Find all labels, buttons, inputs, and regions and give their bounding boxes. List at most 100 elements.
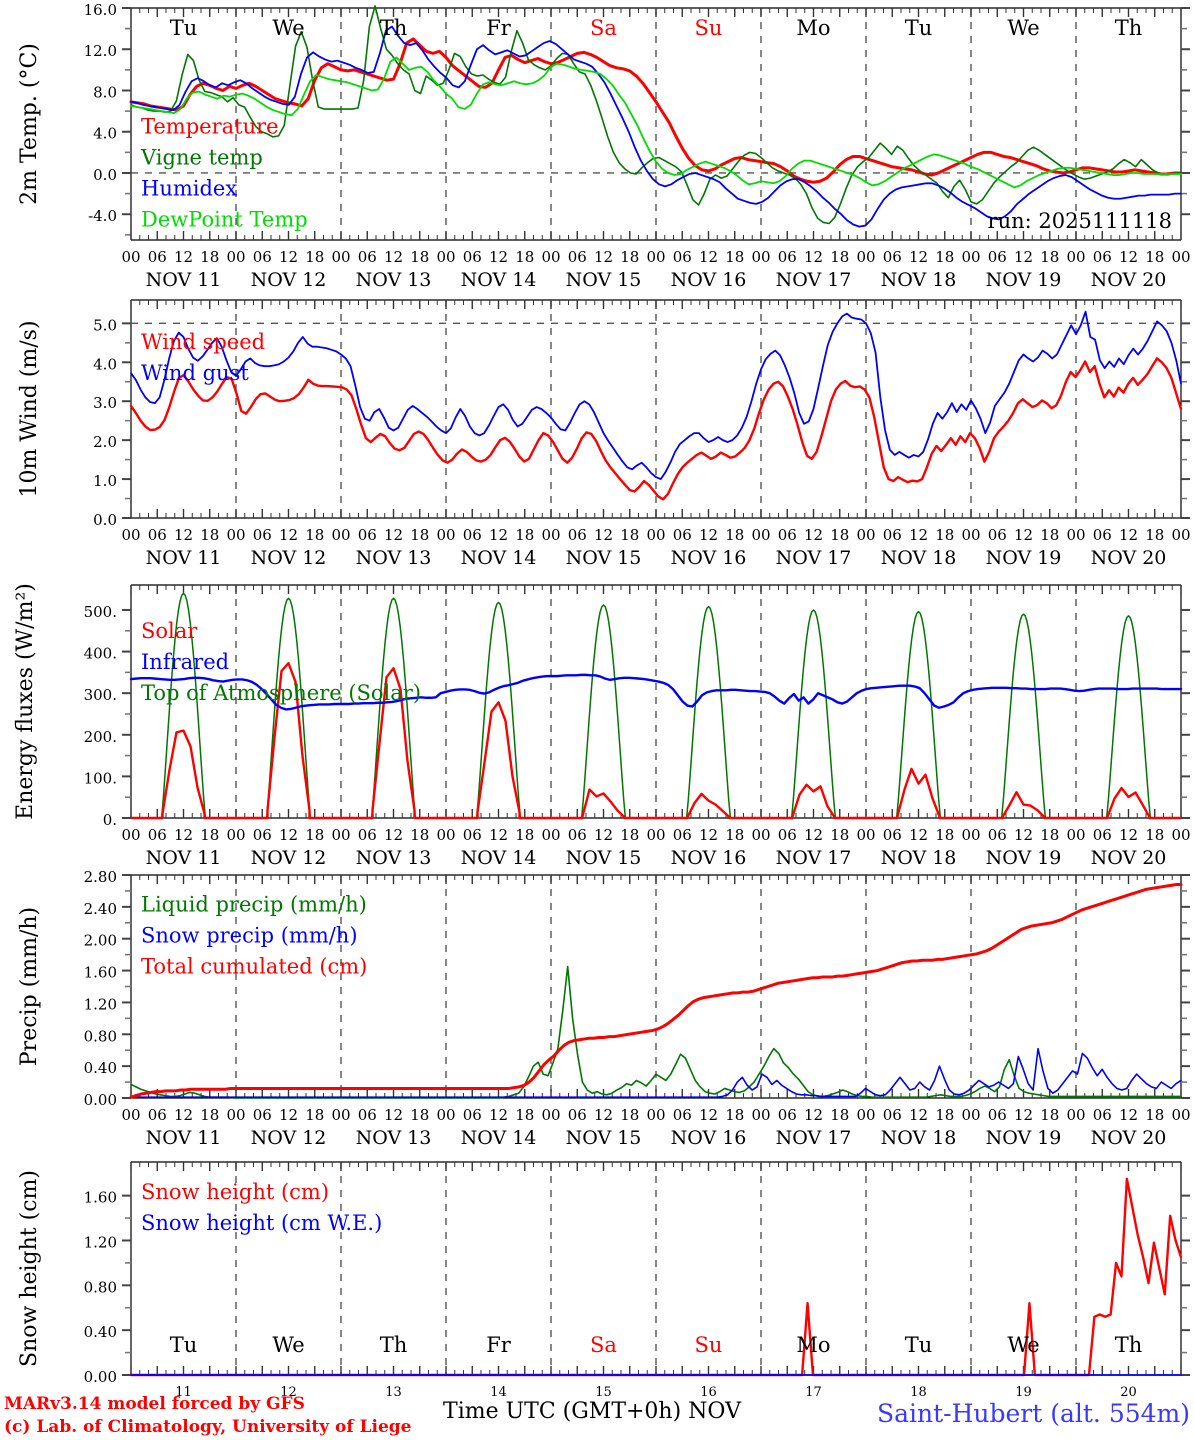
hour-tick-label: 18 — [935, 1106, 954, 1124]
hour-tick-label: 06 — [673, 526, 692, 544]
hour-tick-label: 00 — [751, 1106, 770, 1124]
series-line — [129, 37, 1183, 184]
snow-day-number: 14 — [490, 1385, 507, 1400]
y-axis-title: Precip (mm/h) — [17, 907, 42, 1066]
day-name-mo-6: Mo — [796, 16, 830, 40]
hour-tick-label: 00 — [541, 248, 560, 266]
hour-tick-label: 18 — [305, 248, 324, 266]
legend-item-humidex: Humidex — [141, 177, 237, 201]
hour-tick-label: 06 — [148, 526, 167, 544]
date-label: NOV 17 — [776, 547, 852, 569]
legend-item-snow-height-cm-w-e: Snow height (cm W.E.) — [141, 1211, 382, 1235]
snow-day-name-th-9: Th — [1115, 1333, 1143, 1357]
snow-day-name-mo-6: Mo — [796, 1333, 830, 1357]
hour-tick-label: 18 — [1040, 1106, 1059, 1124]
snow-panel-daylabels: Tu 11 We 12 Th 13 Fr 14 Sa 15 Su 16 Mo 17 Tu 18 We 19 Th 20 — [170, 1333, 1143, 1400]
date-label: NOV 12 — [251, 1127, 327, 1149]
legend-item-top-of-atmosphere-solar: Top of Atmosphere (Solar) — [141, 681, 421, 705]
hour-tick-label: 18 — [515, 1106, 534, 1124]
snow-day-number: 12 — [280, 1385, 297, 1400]
hour-tick-label: 00 — [856, 826, 875, 844]
date-label: NOV 11 — [146, 547, 222, 569]
day-name-sa-4: Sa — [590, 16, 617, 40]
hour-tick-label: 12 — [1014, 826, 1033, 844]
hour-tick-label: 00 — [121, 826, 140, 844]
hour-tick-label: 00 — [121, 248, 140, 266]
y-tick-label: 200. — [84, 728, 117, 746]
y-tick-label: 500. — [84, 603, 117, 621]
hour-tick-label: 12 — [909, 248, 928, 266]
y-tick-label: 1.60 — [84, 1189, 117, 1207]
hour-tick-label: 00 — [1171, 526, 1190, 544]
hour-tick-label: 12 — [489, 1106, 508, 1124]
date-label: NOV 13 — [356, 1127, 432, 1149]
date-label: NOV 16 — [671, 547, 747, 569]
hour-tick-label: 18 — [725, 826, 744, 844]
date-label: NOV 15 — [566, 1127, 642, 1149]
date-label: NOV 17 — [776, 1127, 852, 1149]
hour-tick-label: 06 — [883, 826, 902, 844]
hour-tick-label: 18 — [305, 1106, 324, 1124]
series-line — [129, 883, 1183, 1099]
legend-item-wind-speed: Wind speed — [141, 330, 265, 354]
hour-tick-label: 18 — [620, 248, 639, 266]
hour-tick-label: 18 — [410, 526, 429, 544]
hour-tick-label: 06 — [568, 1106, 587, 1124]
hour-tick-label: 12 — [279, 526, 298, 544]
hour-tick-label: 06 — [568, 826, 587, 844]
snow-day-name-tu-0: Tu — [170, 1333, 198, 1357]
panel-snowheight: 1.60 1.20 0.80 0.40 0.00 Snow height (cm) Snow… — [17, 1161, 1190, 1386]
y-axis-title: Snow height (cm) — [17, 1170, 42, 1367]
y-tick-label: 4.0 — [93, 125, 117, 143]
hour-tick-label: 00 — [751, 526, 770, 544]
legend-item-vigne-temp: Vigne temp — [140, 146, 263, 170]
hour-tick-label: 00 — [961, 248, 980, 266]
y-tick-label: 100. — [84, 769, 117, 787]
hour-tick-label: 00 — [1066, 826, 1085, 844]
hour-tick-label: 18 — [1040, 526, 1059, 544]
hour-tick-label: 12 — [174, 526, 193, 544]
date-label: NOV 16 — [671, 847, 747, 869]
hour-tick-label: 12 — [699, 1106, 718, 1124]
hour-tick-label: 00 — [1066, 1106, 1085, 1124]
hour-tick-label: 06 — [883, 248, 902, 266]
hour-tick-label: 00 — [856, 248, 875, 266]
hour-tick-label: 06 — [673, 248, 692, 266]
hour-tick-label: 18 — [515, 826, 534, 844]
hour-tick-label: 00 — [856, 1106, 875, 1124]
panel-temperature: 16.0 12.0 8.0 4.0 0.0 -4.0 2m Temp. (°C) Temper… — [17, 1, 1190, 241]
date-label: NOV 12 — [251, 847, 327, 869]
day-name-su-5: Su — [695, 16, 723, 40]
snow-day-name-th-2: Th — [380, 1333, 408, 1357]
hour-tick-label: 12 — [174, 248, 193, 266]
y-axis-title: Energy fluxes (W/m²) — [13, 583, 38, 820]
day-name-fr-3: Fr — [486, 16, 512, 40]
date-label: NOV 15 — [566, 547, 642, 569]
hour-tick-label: 06 — [463, 526, 482, 544]
series-line — [130, 965, 1182, 1099]
hour-tick-label: 18 — [620, 1106, 639, 1124]
date-label: NOV 18 — [881, 847, 957, 869]
y-tick-label: 0. — [103, 811, 117, 829]
snow-day-name-we-8: We — [1007, 1333, 1039, 1357]
y-tick-label: 1.20 — [84, 1233, 117, 1251]
hour-tick-label: 06 — [778, 1106, 797, 1124]
day-name-th-9: Th — [1115, 16, 1143, 40]
series-line — [130, 5, 1182, 225]
hour-tick-label: 00 — [646, 248, 665, 266]
date-label: NOV 16 — [671, 269, 747, 291]
legend-item-dewpoint-temp: DewPoint Temp — [141, 208, 308, 232]
hour-tick-label: 06 — [358, 1106, 377, 1124]
hour-tick-label: 06 — [463, 1106, 482, 1124]
date-label: NOV 18 — [881, 1127, 957, 1149]
hour-tick-label: 18 — [830, 526, 849, 544]
hour-tick-label: 06 — [463, 826, 482, 844]
date-label: NOV 19 — [986, 1127, 1062, 1149]
hour-tick-label: 12 — [279, 1106, 298, 1124]
series-line — [130, 56, 1182, 189]
date-label: NOV 20 — [1091, 547, 1167, 569]
date-label: NOV 15 — [566, 269, 642, 291]
